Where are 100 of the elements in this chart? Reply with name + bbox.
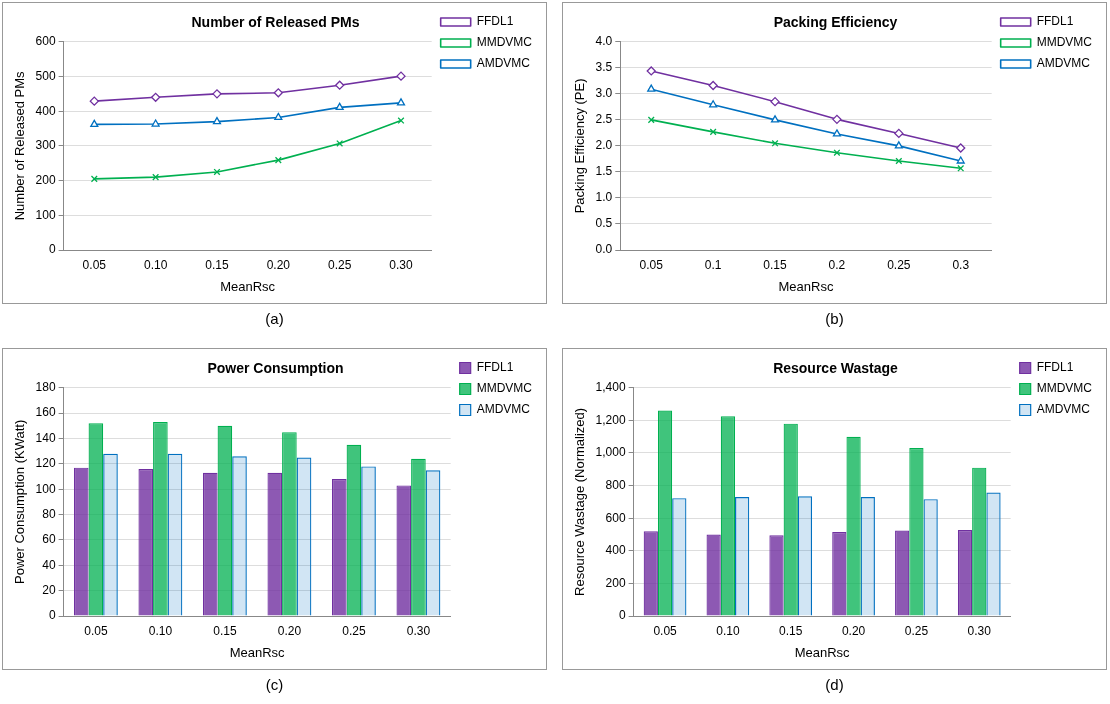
legend-label: FFDL1 bbox=[1036, 14, 1074, 29]
y-tick-label: 140 bbox=[35, 430, 56, 445]
bar bbox=[860, 497, 875, 616]
legend-label: MMDVMC bbox=[1036, 35, 1093, 50]
bar bbox=[153, 422, 168, 616]
y-tick-label: 1,200 bbox=[595, 412, 626, 427]
y-tick-label: 600 bbox=[605, 510, 626, 525]
x-tick-label: 0.05 bbox=[653, 623, 678, 638]
x-tick-label: 0.15 bbox=[763, 257, 788, 272]
y-tick-label: 400 bbox=[605, 543, 626, 558]
text: (b) bbox=[824, 310, 845, 327]
x-tick-label: 0.20 bbox=[841, 623, 866, 638]
point bbox=[832, 114, 842, 125]
y-axis-title: Power Consumption (KWatt) bbox=[12, 419, 28, 585]
bar bbox=[987, 493, 1000, 616]
x-tick-label: 0.05 bbox=[82, 257, 107, 272]
legend-label: AMDVMC bbox=[1036, 56, 1091, 71]
y-tick-label: 500 bbox=[35, 68, 56, 83]
chart-title: Number of Released PMs bbox=[191, 14, 360, 31]
point bbox=[274, 156, 282, 164]
y-axis-title: Number of Released PMs bbox=[12, 70, 28, 221]
y-tick-label: 4.0 bbox=[595, 34, 613, 49]
point bbox=[336, 139, 344, 147]
point bbox=[770, 97, 780, 107]
x-tick-label: 0.25 bbox=[327, 257, 352, 272]
point bbox=[90, 175, 98, 183]
bar bbox=[167, 453, 183, 616]
y-tick-label: 800 bbox=[605, 477, 626, 492]
point bbox=[833, 149, 841, 157]
point bbox=[89, 96, 99, 106]
bar bbox=[770, 536, 783, 616]
x-tick-label: 0.10 bbox=[148, 623, 173, 638]
y-tick-label: 2.0 bbox=[595, 138, 613, 153]
chart-title: Packing Efficiency bbox=[773, 14, 898, 31]
legend-label: MMDVMC bbox=[476, 35, 533, 50]
x-tick-label: 0.30 bbox=[389, 257, 414, 272]
point bbox=[709, 100, 718, 108]
bar bbox=[346, 444, 362, 616]
point bbox=[956, 143, 966, 153]
x-axis-title: MeanRsc bbox=[794, 644, 851, 660]
y-tick-label: 120 bbox=[35, 456, 56, 471]
point bbox=[212, 89, 222, 99]
point bbox=[273, 88, 283, 98]
x-axis-title: MeanRsc bbox=[220, 278, 276, 294]
point bbox=[396, 71, 406, 81]
y-tick-label: 0 bbox=[48, 242, 56, 257]
bar bbox=[706, 534, 721, 616]
x-axis-title: MeanRsc bbox=[229, 644, 286, 660]
point bbox=[151, 119, 160, 127]
point bbox=[90, 119, 99, 128]
x-tick-label: 0.30 bbox=[406, 623, 431, 638]
legend-label: FFDL1 bbox=[476, 360, 514, 375]
bar bbox=[296, 457, 312, 616]
bar bbox=[643, 531, 658, 616]
y-tick-label: 1.5 bbox=[595, 164, 613, 179]
bar bbox=[735, 497, 750, 616]
bar bbox=[411, 458, 426, 616]
bar bbox=[267, 472, 283, 616]
bar bbox=[832, 532, 847, 616]
point bbox=[647, 84, 656, 92]
bar bbox=[957, 530, 973, 616]
point bbox=[152, 173, 160, 181]
point bbox=[646, 66, 656, 76]
y-tick-label: 600 bbox=[35, 34, 56, 49]
y-tick-label: 1,400 bbox=[595, 380, 626, 395]
x-axis-title: MeanRsc bbox=[778, 278, 834, 294]
y-tick-label: 160 bbox=[35, 405, 56, 420]
bar bbox=[88, 423, 104, 616]
y-tick-label: 0.0 bbox=[595, 242, 613, 257]
x-tick-label: 0.05 bbox=[84, 623, 108, 638]
y-tick-label: 400 bbox=[35, 103, 56, 118]
point bbox=[150, 92, 161, 102]
x-tick-label: 0.25 bbox=[887, 257, 911, 272]
legend-label: MMDVMC bbox=[1036, 381, 1093, 396]
bar bbox=[846, 436, 861, 616]
chart-title: Power Consumption bbox=[207, 360, 344, 377]
y-tick-label: 0 bbox=[618, 608, 626, 623]
y-tick-label: 180 bbox=[35, 380, 56, 395]
bar bbox=[138, 468, 154, 616]
y-tick-label: 0.5 bbox=[595, 216, 613, 231]
bar bbox=[783, 423, 798, 616]
bar bbox=[73, 467, 89, 616]
legend-label: AMDVMC bbox=[476, 402, 531, 417]
bar bbox=[909, 448, 924, 616]
bar bbox=[673, 499, 686, 616]
bar bbox=[797, 496, 813, 616]
point bbox=[274, 112, 283, 121]
point bbox=[212, 116, 222, 125]
y-axis-title: Packing Efficiency (PE) bbox=[572, 78, 588, 214]
point bbox=[895, 157, 903, 165]
legend-label: AMDVMC bbox=[1036, 402, 1091, 417]
y-axis-title: Resource Wastage (Normalized) bbox=[572, 407, 588, 596]
bar bbox=[331, 479, 347, 616]
bar bbox=[895, 530, 910, 616]
x-tick-label: 0.25 bbox=[904, 623, 929, 638]
legend-label: MMDVMC bbox=[476, 381, 533, 396]
bar bbox=[202, 472, 218, 616]
y-tick-label: 200 bbox=[605, 575, 626, 590]
y-tick-label: 100 bbox=[35, 207, 56, 222]
x-tick-label: 0.20 bbox=[266, 257, 291, 272]
